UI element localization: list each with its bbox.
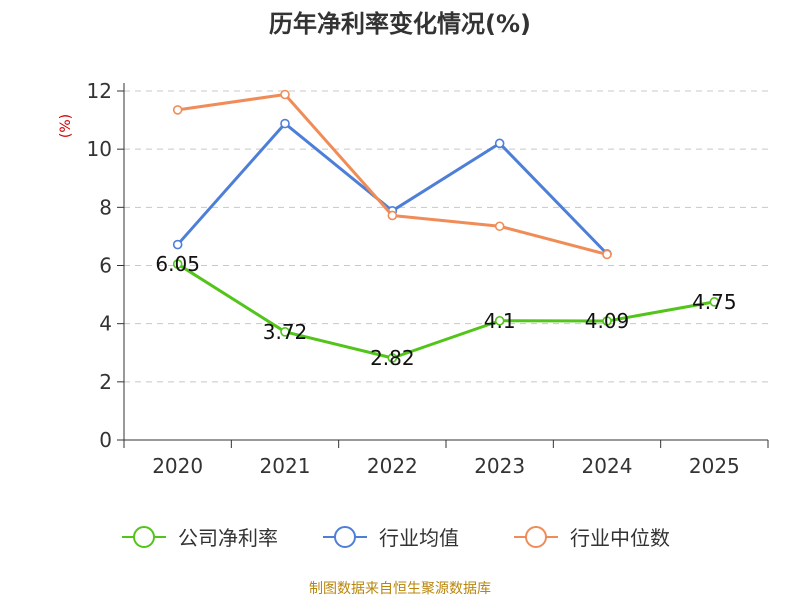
- x-tick-label: 2021: [260, 454, 311, 478]
- data-point: [494, 221, 505, 232]
- data-point: [172, 105, 183, 115]
- legend-label: 公司净利率: [178, 526, 278, 550]
- data-point: [494, 315, 505, 326]
- y-axis-label: (%): [58, 114, 74, 138]
- data-label: 2.82: [370, 346, 415, 370]
- data-point: [172, 239, 183, 250]
- data-point: [280, 327, 290, 337]
- data-label: 3.72: [263, 320, 308, 344]
- data-point: [602, 316, 612, 326]
- legend-marker: [334, 526, 356, 548]
- grid-lines: [124, 90, 768, 383]
- data-point: [494, 138, 505, 149]
- data-point: [387, 353, 398, 363]
- y-tick-label: 0: [99, 428, 112, 452]
- legend-label: 行业中位数: [570, 526, 670, 550]
- x-tick-label: 2022: [367, 454, 418, 478]
- data-point: [172, 259, 183, 269]
- series-lines: [172, 89, 720, 363]
- y-tick-label: 10: [87, 137, 112, 161]
- axes: 0 2 4 6 8 10 12 2020 2021 2022 2023 2024 2025: [87, 79, 769, 478]
- x-tick-label: 2025: [689, 454, 740, 478]
- data-label: 4.75: [692, 290, 737, 314]
- series-line-0: [176, 262, 715, 360]
- legend[interactable]: 公司净利率 行业均值 行业中位数: [122, 526, 670, 550]
- data-point: [387, 210, 398, 221]
- series-line-1: [176, 122, 609, 255]
- legend-marker: [525, 526, 547, 548]
- y-tick-label: 6: [99, 254, 112, 278]
- data-label: 4.1: [484, 309, 516, 333]
- y-tick-label: 4: [99, 312, 112, 336]
- y-tick-label: 12: [87, 79, 112, 103]
- series-line-2: [177, 92, 608, 256]
- data-point: [280, 118, 290, 129]
- data-point: [602, 249, 612, 260]
- data-label: 6.05: [155, 252, 200, 276]
- y-tick-label: 8: [99, 195, 112, 219]
- data-point: [280, 89, 290, 100]
- x-tick-label: 2024: [582, 454, 633, 478]
- data-label: 4.09: [585, 309, 630, 333]
- data-point: [709, 297, 720, 307]
- x-tick-label: 2020: [152, 454, 203, 478]
- data-labels: 6.05 3.72 2.82 4.1 4.09 4.75: [155, 252, 736, 370]
- x-tick-label: 2023: [474, 454, 525, 478]
- y-tick-label: 2: [99, 370, 112, 394]
- legend-marker: [133, 526, 155, 548]
- chart-title: 历年净利率变化情况(%): [269, 10, 531, 38]
- legend-label: 行业均值: [379, 526, 459, 550]
- source-note: 制图数据来自恒生聚源数据库: [309, 581, 491, 597]
